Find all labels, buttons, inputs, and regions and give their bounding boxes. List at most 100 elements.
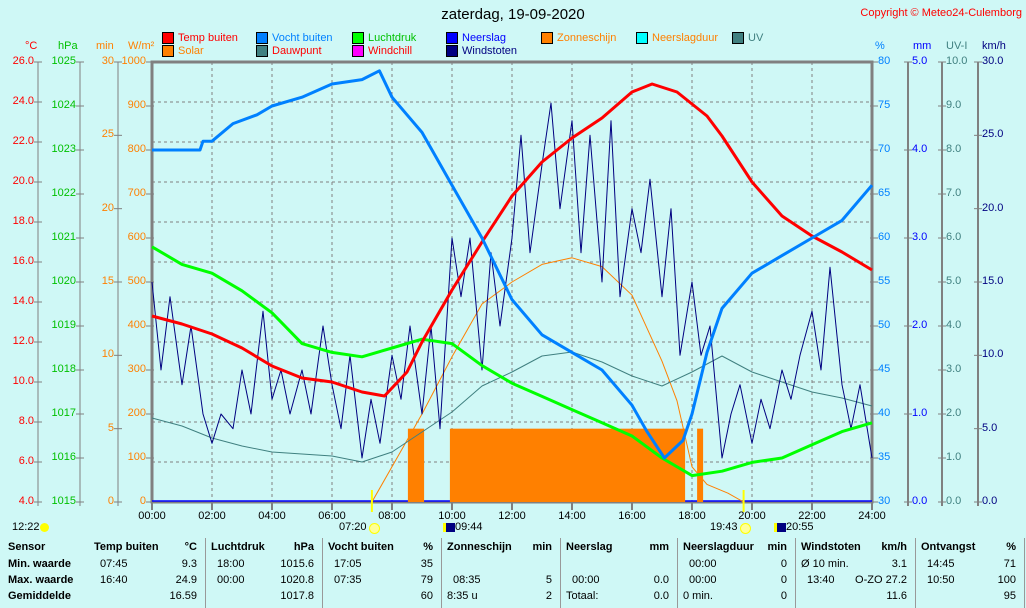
axis-tick-label: 60 <box>878 231 891 243</box>
axis-tick-label: 30 <box>101 55 114 67</box>
column-header: Luchtdruk <box>211 541 265 553</box>
series-windstoten <box>151 102 873 459</box>
axis-tick-label: 6.0 <box>18 455 34 467</box>
chart-title: zaterdag, 19-09-2020 <box>441 6 585 23</box>
axis-tick-label: 1022 <box>51 187 76 199</box>
cell-time: 13:40 <box>807 574 835 586</box>
axis-tick-label: 40 <box>878 407 891 419</box>
axis-unit-label: % <box>875 40 885 52</box>
axis-tick-label: 900 <box>127 99 146 111</box>
legend-item: Temp buiten <box>162 32 238 44</box>
axis-tick-label: 0 <box>139 495 146 507</box>
zonneschijn-bar <box>407 428 425 502</box>
legend-item: Neerslag <box>446 32 506 44</box>
axis-tick-label: 80 <box>878 55 891 67</box>
axis-tick-label: 30.0 <box>982 55 1004 67</box>
axis-tick-label: 1019 <box>51 319 76 331</box>
x-tick-label: 02:00 <box>198 510 226 522</box>
column-header: Zonneschijn <box>447 541 512 553</box>
moonset-icon <box>774 523 786 532</box>
legend-label: Solar <box>178 45 204 57</box>
axis-tick-label: 500 <box>127 275 146 287</box>
legend-swatch <box>732 32 744 44</box>
cell-value: 3.1 <box>891 558 907 570</box>
axis-tick-label: 7.0 <box>946 187 962 199</box>
axis-tick-label: 2.0 <box>946 407 962 419</box>
stats-table: Sensor Min. waarde Max. waarde Gemiddelde Te… <box>0 538 1026 608</box>
axis-unit-label: UV-I <box>946 40 968 52</box>
cell-time: 07:35 <box>334 574 362 586</box>
event-time: 12:22 <box>12 521 40 533</box>
axis-tick-label: 65 <box>878 187 891 199</box>
x-tick-label: 06:00 <box>318 510 346 522</box>
axis-tick-label: 10.0 <box>12 375 34 387</box>
legend-swatch <box>636 32 648 44</box>
x-tick-label: 10:00 <box>438 510 466 522</box>
cell-time: Totaal: <box>566 590 599 602</box>
column-header: Windstoten <box>801 541 861 553</box>
axis-tick-label: 1021 <box>51 231 76 243</box>
event-time: 20:55 <box>786 521 814 533</box>
cell-value: 0 <box>780 558 787 570</box>
cell-time: 16:40 <box>100 574 128 586</box>
cell-value: 1020.8 <box>280 574 314 586</box>
axis-tick-label: 1025 <box>51 55 76 67</box>
row-label: Sensor <box>8 541 46 553</box>
legend-item: Neerslagduur <box>636 32 718 44</box>
axis-tick-label: 70 <box>878 143 891 155</box>
zonneschijn-bar <box>697 428 704 502</box>
legend-label: Dauwpunt <box>272 45 322 57</box>
axis-tick-label: 10 <box>101 348 114 361</box>
legend-item: Windchill <box>352 45 412 57</box>
cell-value: 0.0 <box>653 590 669 602</box>
table-column <box>677 538 796 608</box>
axis-tick-label: 3.0 <box>912 231 928 243</box>
table-column <box>441 538 561 608</box>
cell-value: 0.0 <box>653 574 669 586</box>
series-vocht-buiten <box>152 69 874 460</box>
axis-unit-label: W/m² <box>128 40 155 52</box>
x-tick-label: 12:00 <box>498 510 526 522</box>
x-tick-label: 20:00 <box>738 510 766 522</box>
axis-tick-label: 15.0 <box>982 275 1004 287</box>
axis-tick-label: 200 <box>127 407 146 419</box>
axis-tick-label: 1017 <box>51 407 76 419</box>
legend-swatch <box>256 32 268 44</box>
x-tick-label: 08:00 <box>378 510 406 522</box>
axis-tick-label: 5.0 <box>912 55 928 67</box>
legend-item: Zonneschijn <box>541 32 616 44</box>
legend-label: Windchill <box>368 45 413 57</box>
cell-value: 1017.8 <box>280 590 314 602</box>
column-header: Neerslagduur <box>683 541 754 553</box>
axis-tick-label: 0 <box>107 495 114 507</box>
axis-tick-label: 18.0 <box>12 215 34 227</box>
axis-tick-label: 9.0 <box>946 99 962 111</box>
axis-tick-label: 1018 <box>51 363 76 375</box>
x-tick-label: 16:00 <box>618 510 646 522</box>
axis-tick-label: 55 <box>878 275 891 287</box>
axis-tick-label: 1016 <box>51 451 76 463</box>
axis-tick-label: 0.0 <box>946 495 962 507</box>
axis-tick-label: 15 <box>101 275 114 287</box>
axis-tick-label: 300 <box>127 363 146 375</box>
legend-label: Windstoten <box>462 45 518 57</box>
column-unit: % <box>1006 541 1016 553</box>
moonrise-icon <box>443 523 455 532</box>
axis-tick-label: 20 <box>101 201 114 214</box>
cell-time: 10:50 <box>927 574 955 586</box>
row-label: Min. waarde <box>8 558 71 570</box>
cell-value: 0 <box>780 590 787 602</box>
cell-value: 16.59 <box>169 590 197 602</box>
axis-tick-label: 20.0 <box>982 201 1004 214</box>
row-label: Max. waarde <box>8 574 74 586</box>
axis-tick-label: 4.0 <box>946 319 962 331</box>
cell-time: 14:45 <box>927 558 955 570</box>
axis-tick-label: 25 <box>101 128 114 141</box>
axis-tick-label: 35 <box>878 451 891 463</box>
axis-tick-label: 3.0 <box>946 363 962 375</box>
cell-value: 2 <box>545 590 552 602</box>
legend-label: Temp buiten <box>178 32 238 44</box>
axis-tick-label: 45 <box>878 363 891 375</box>
legend-swatch <box>446 45 458 57</box>
